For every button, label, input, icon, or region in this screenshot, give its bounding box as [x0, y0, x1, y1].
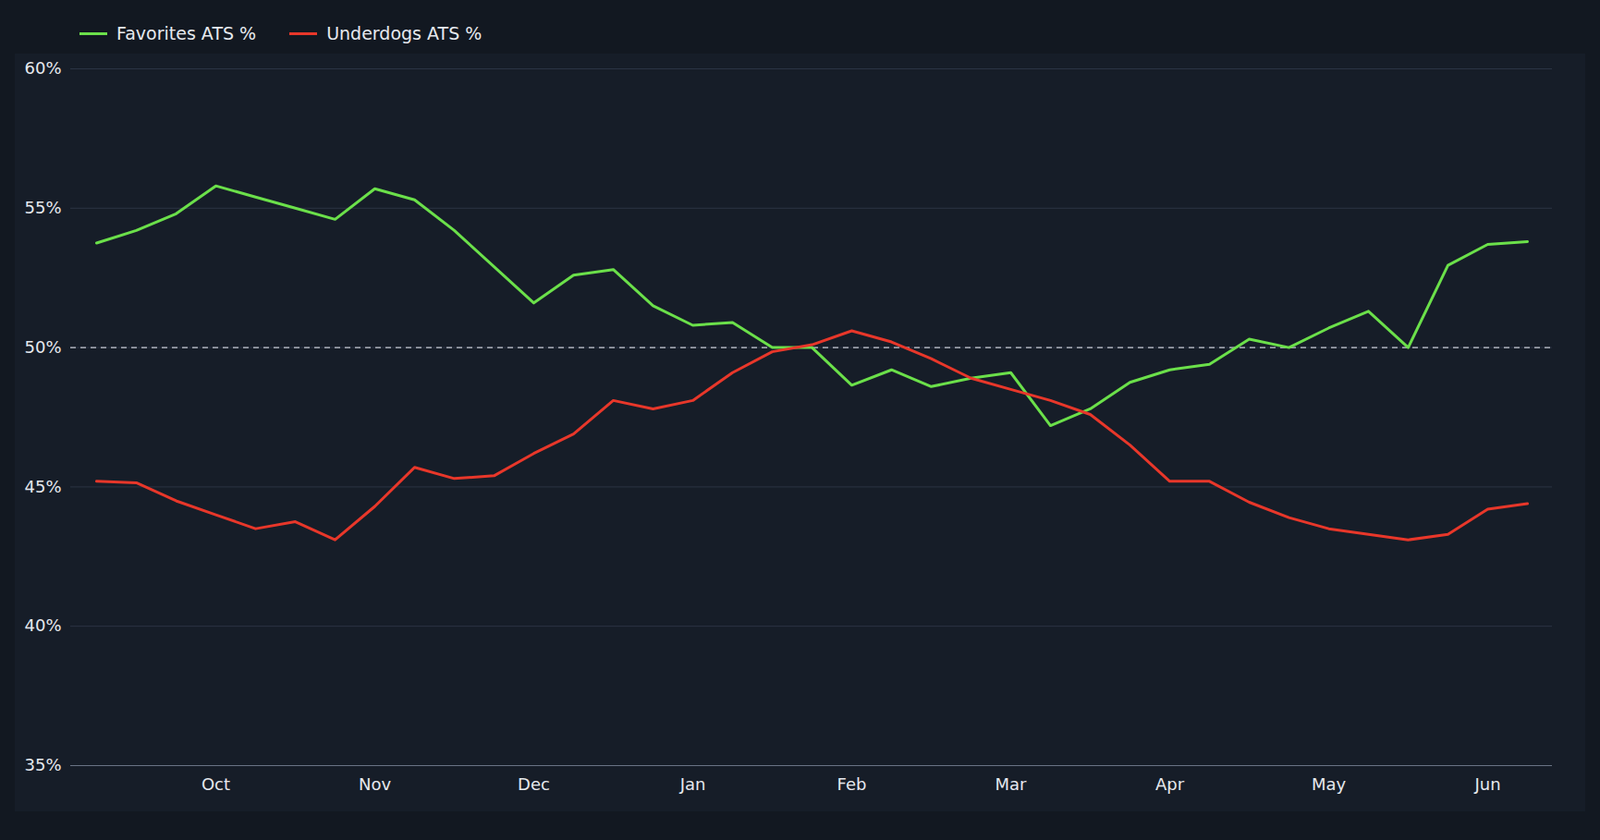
svg-text:Mar: Mar: [995, 774, 1028, 794]
svg-text:60%: 60%: [24, 58, 62, 78]
svg-text:May: May: [1311, 774, 1347, 794]
svg-text:50%: 50%: [24, 337, 62, 357]
svg-text:Dec: Dec: [517, 774, 550, 794]
svg-text:Jan: Jan: [679, 774, 707, 794]
svg-text:Apr: Apr: [1155, 774, 1185, 794]
svg-text:Nov: Nov: [358, 774, 391, 794]
svg-text:Jun: Jun: [1473, 774, 1501, 794]
svg-text:Oct: Oct: [201, 774, 231, 794]
html-text:Favorites ATS %: Favorites ATS %: [116, 23, 257, 44]
svg-text:45%: 45%: [24, 476, 62, 497]
svg-text:40%: 40%: [24, 615, 62, 636]
svg-text:35%: 35%: [24, 755, 62, 775]
svg-text:Feb: Feb: [837, 774, 868, 794]
html-text:Underdogs ATS %: Underdogs ATS %: [326, 23, 482, 44]
svg-text:55%: 55%: [24, 197, 62, 218]
